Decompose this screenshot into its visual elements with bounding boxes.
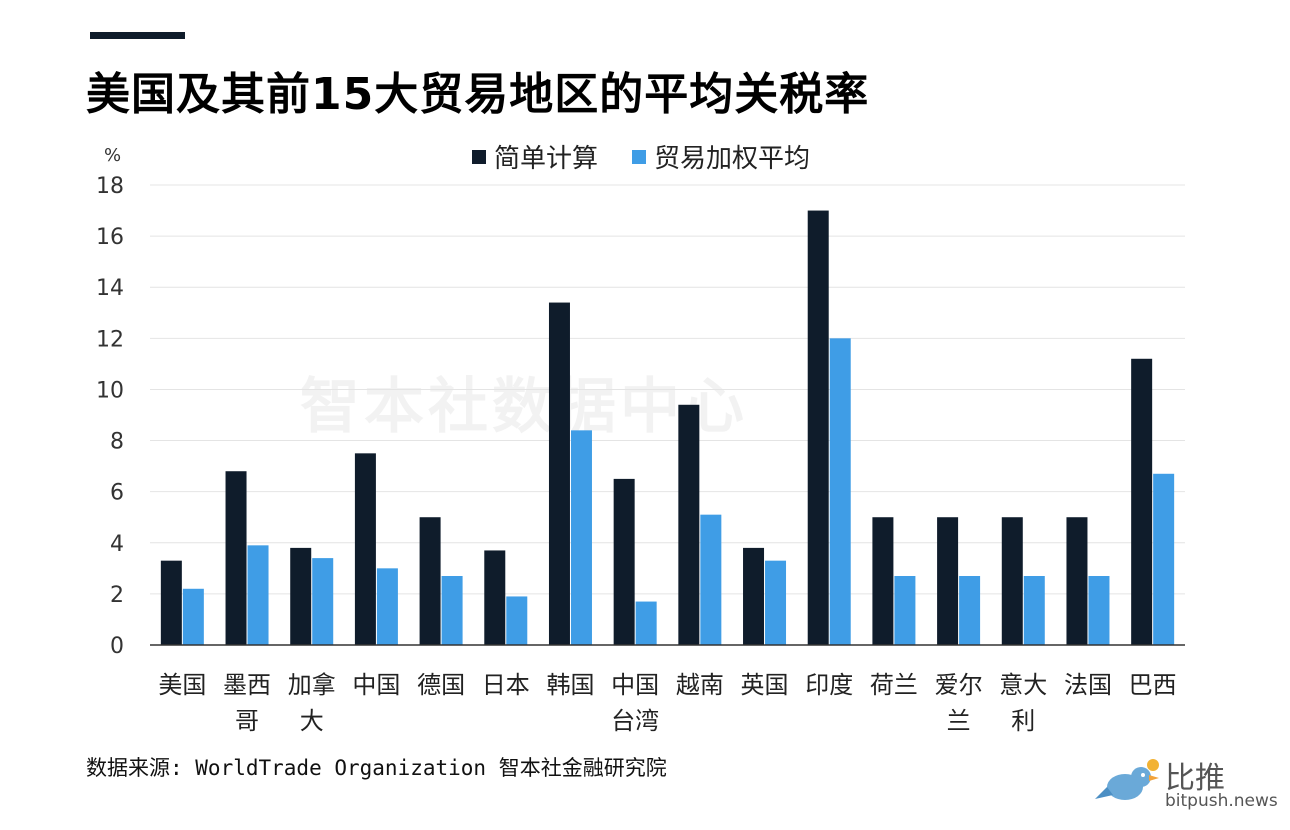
x-tick-label: 越南 [676,671,724,699]
legend-swatch-weighted [632,149,647,164]
bird-icon [1095,759,1159,800]
bar-weighted [570,430,592,645]
bar-simple [678,404,700,645]
bar-simple [290,547,312,645]
legend-swatch-simple [472,149,486,164]
bar-simple [1001,517,1023,645]
y-tick-label: 2 [110,583,124,608]
x-tick-label: 荷兰 [870,671,918,699]
y-tick-label: 0 [110,634,124,659]
y-tick-label: 12 [96,327,124,352]
bar-simple [807,210,829,646]
legend-item-simple: 简单计算 [472,138,598,175]
bar-simple [613,478,635,645]
x-tick-label: 意大 [999,671,1047,699]
bar-weighted [182,588,204,645]
bar-weighted [765,560,787,645]
bar-simple [548,302,570,645]
x-tick-label: 英国 [741,671,789,699]
bar-simple [484,550,506,645]
x-tick-label: 德国 [417,671,465,699]
logo-name: 比推 [1165,761,1225,796]
x-tick-label: 法国 [1064,671,1112,699]
title-accent-bar [90,32,185,39]
source-note: 数据来源: WorldTrade Organization 智本社金融研究院 [86,756,667,780]
legend: 简单计算 贸易加权平均 [472,138,810,175]
bar-weighted [1023,576,1045,645]
bar-simple [419,517,441,645]
bar-weighted [312,558,334,645]
x-tick-label: 墨西 [223,671,271,699]
bar-simple [354,453,376,645]
bar-weighted [441,576,463,645]
bar-simple [743,547,765,645]
x-tick-label: 巴西 [1129,671,1177,699]
legend-label-weighted: 贸易加权平均 [654,144,811,174]
y-tick-label: 6 [110,481,124,506]
x-tick-label: 兰 [947,707,971,735]
x-tick-label: 加拿 [288,671,336,699]
bar-simple [872,517,894,645]
bar-weighted [829,338,851,645]
bar-chart: 024681012141618美国 墨西哥加拿大中国 德国 日本 韩国 中国台湾越南 英国印… [96,174,1185,735]
bar-weighted [1153,473,1175,645]
bar-weighted [506,596,528,645]
bar-simple [1066,517,1088,645]
x-tick-label: 日本 [482,671,530,699]
y-tick-label: 16 [96,225,124,250]
x-tick-label: 哥 [235,707,259,735]
x-tick-label: 台湾 [611,707,659,735]
bar-simple [225,471,247,645]
bar-weighted [959,576,981,645]
x-tick-label: 印度 [805,671,853,699]
x-tick-label: 中国 [611,671,659,699]
legend-item-weighted: 贸易加权平均 [632,138,810,175]
bar-simple [937,517,959,645]
logo: 比推 bitpush.news [1095,755,1278,815]
bar-weighted [894,576,916,645]
x-tick-label: 中国 [352,671,400,699]
y-tick-label: 18 [96,174,124,199]
y-axis-unit: % [104,145,122,166]
bar-weighted [700,514,722,645]
bar-weighted [247,545,269,645]
y-tick-label: 8 [110,430,124,455]
x-tick-label: 大 [300,707,324,735]
bar-weighted [376,568,398,645]
x-tick-label: 韩国 [546,671,594,699]
x-tick-label: 利 [1011,707,1035,735]
bar-simple [1131,358,1153,645]
logo-url: bitpush.news [1165,791,1278,811]
bar-simple [160,560,182,645]
y-tick-label: 10 [96,378,124,403]
y-tick-label: 14 [96,276,124,301]
bar-weighted [1088,576,1110,645]
y-tick-label: 4 [110,532,124,557]
watermark: 智本社数据中心 [300,372,748,442]
x-tick-label: 美国 [158,671,206,699]
chart-title: 美国及其前15大贸易地区的平均关税率 [86,69,870,120]
bar-weighted [635,601,657,645]
legend-label-simple: 简单计算 [494,144,599,174]
x-tick-label: 爱尔 [935,671,983,699]
